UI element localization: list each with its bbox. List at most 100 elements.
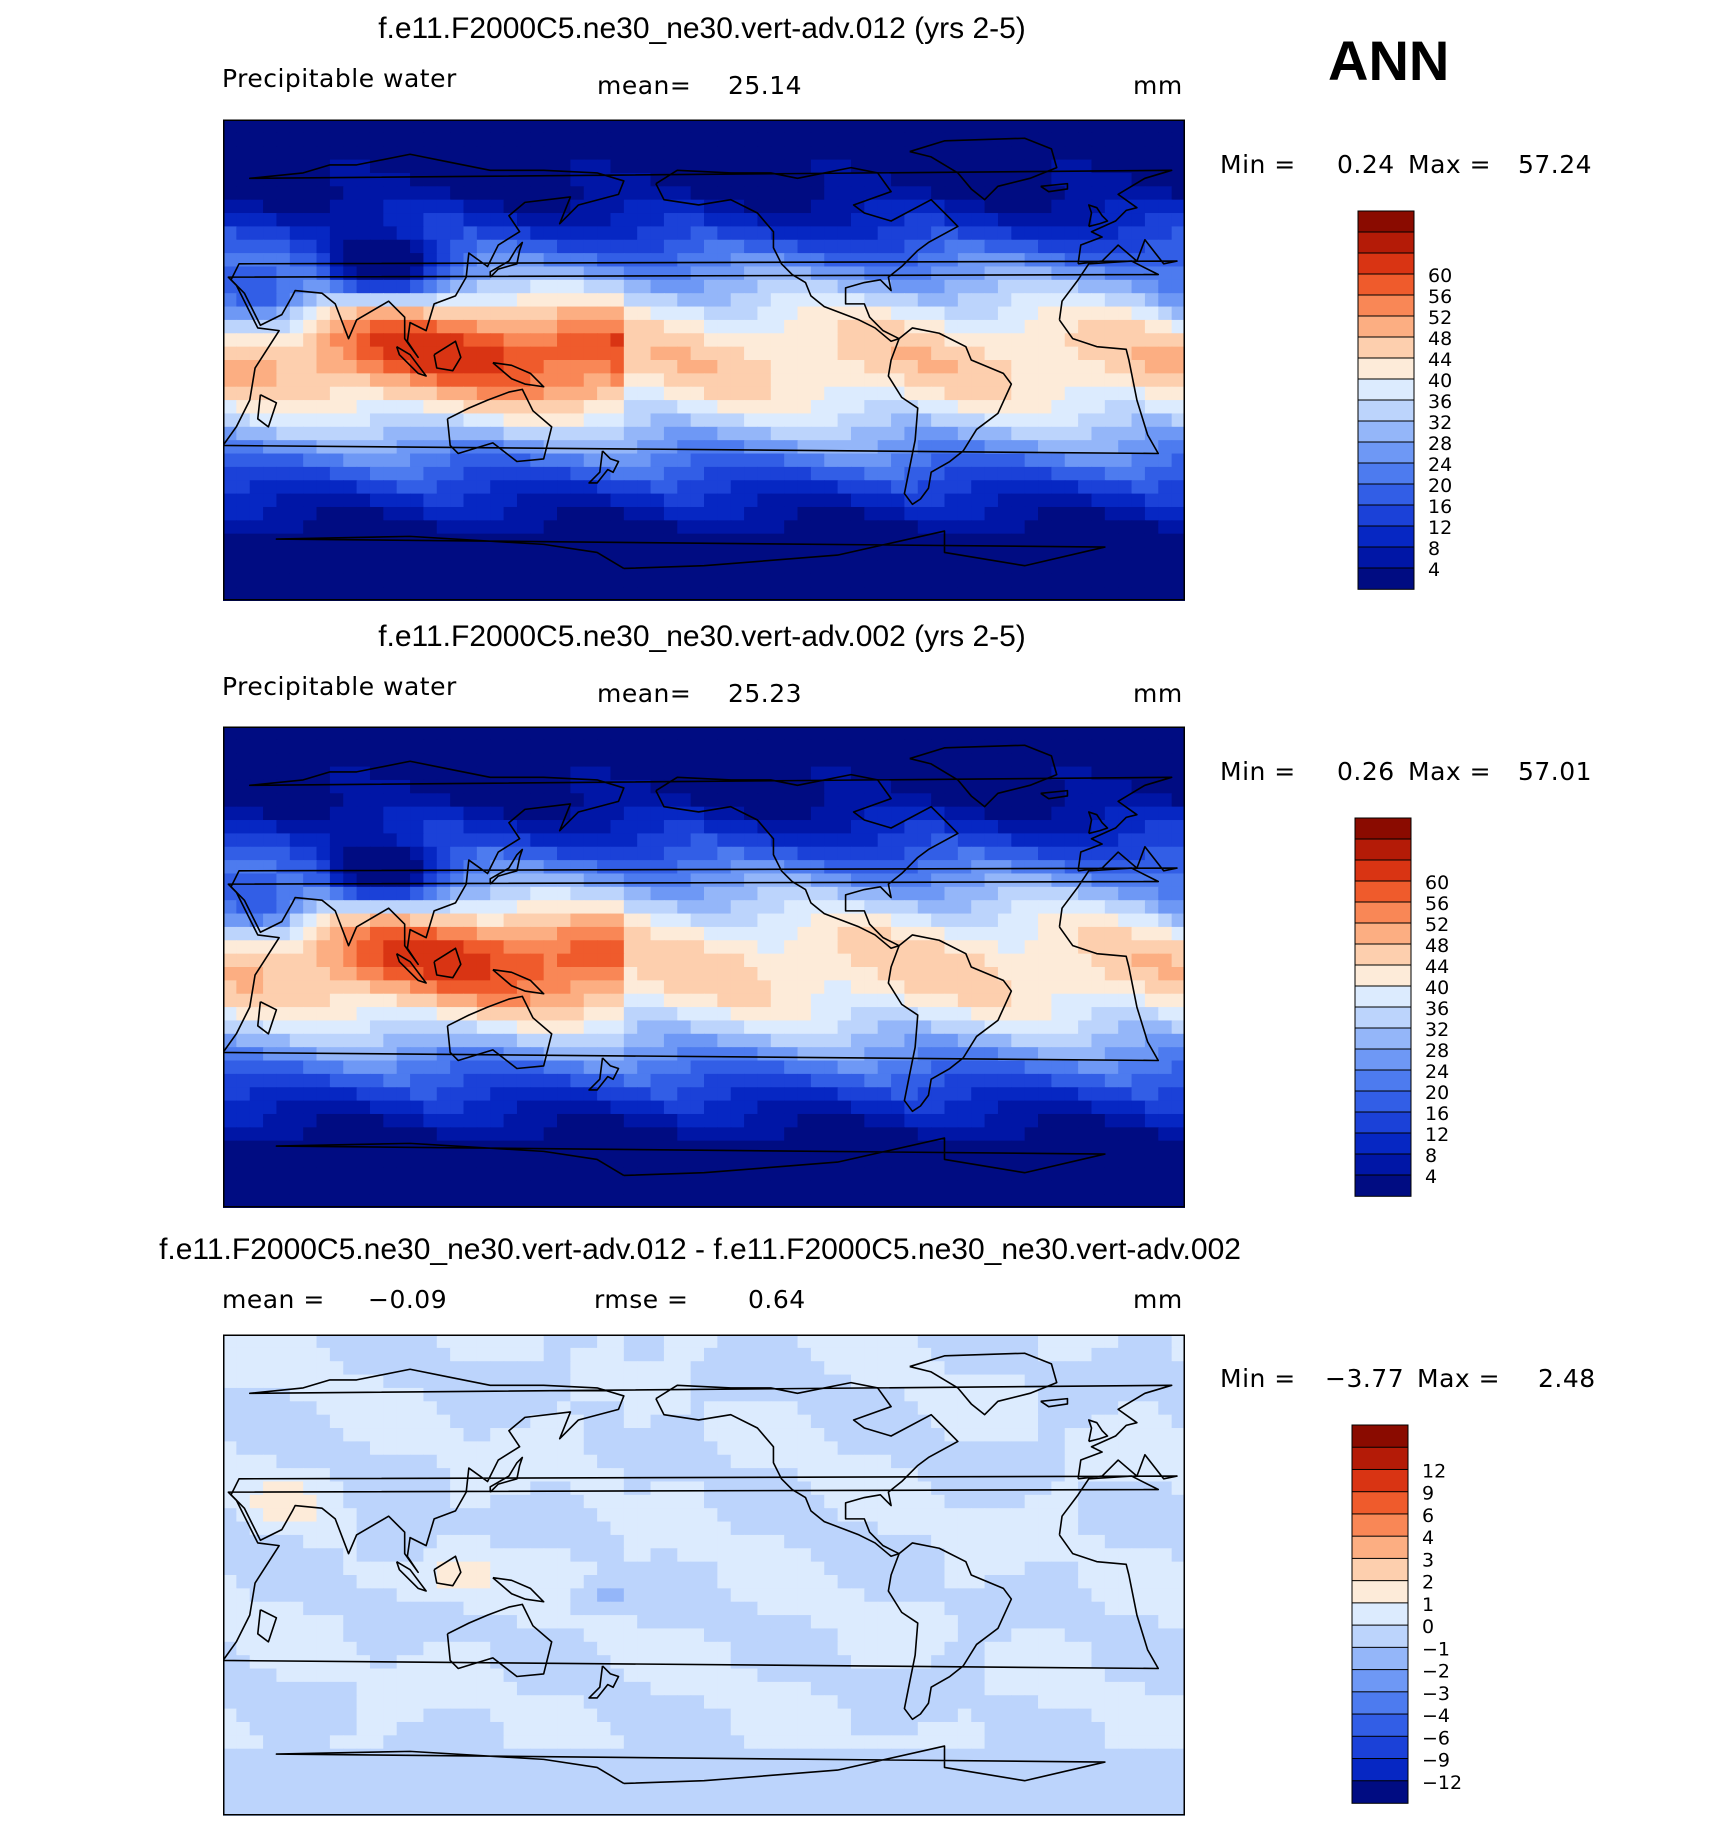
field-cell xyxy=(383,1154,398,1169)
field-cell xyxy=(276,373,291,388)
field-cell xyxy=(583,873,598,888)
field-cell xyxy=(1011,480,1026,495)
field-cell xyxy=(864,846,879,861)
field-cell xyxy=(236,493,251,508)
field-cell xyxy=(784,480,799,495)
field-cell xyxy=(1104,873,1119,888)
field-cell xyxy=(476,900,491,915)
field-cell xyxy=(249,766,264,781)
field-cell xyxy=(410,159,425,174)
field-cell xyxy=(1011,453,1026,468)
field-cell xyxy=(1011,1127,1026,1142)
field-cell xyxy=(289,346,304,361)
field-cell xyxy=(784,1100,799,1115)
field-cell xyxy=(1171,993,1185,1008)
field-cell xyxy=(957,980,972,995)
field-cell xyxy=(677,1113,692,1128)
field-cell xyxy=(356,172,371,187)
field-cell xyxy=(971,226,986,241)
field-cell xyxy=(1104,1113,1119,1128)
field-cell xyxy=(650,993,665,1008)
field-cell xyxy=(597,753,612,768)
field-cell xyxy=(690,493,705,508)
field-cell xyxy=(931,926,946,941)
field-cell xyxy=(797,333,812,348)
field-cell xyxy=(236,806,251,821)
field-cell xyxy=(637,1033,652,1048)
field-cell xyxy=(770,319,785,334)
field-cell xyxy=(650,953,665,968)
field-cell xyxy=(730,779,745,794)
field-cell xyxy=(1131,466,1146,481)
field-cell xyxy=(1051,400,1066,415)
field-cell xyxy=(663,820,678,834)
field-cell xyxy=(316,480,331,495)
field-cell xyxy=(877,953,892,968)
field-cell xyxy=(770,279,785,294)
field-cell xyxy=(530,1100,545,1115)
field-cell xyxy=(383,980,398,995)
field-cell xyxy=(730,1127,745,1142)
field-cell xyxy=(997,213,1012,227)
field-cell xyxy=(276,266,291,281)
field-cell xyxy=(1131,766,1146,781)
field-cell xyxy=(650,186,665,201)
field-cell xyxy=(690,239,705,254)
field-cell xyxy=(824,573,839,588)
field-cell xyxy=(837,573,852,588)
field-cell xyxy=(757,279,772,294)
field-cell xyxy=(597,547,612,562)
field-cell xyxy=(663,1087,678,1102)
field-cell xyxy=(503,846,518,861)
field-cell xyxy=(770,213,785,227)
field-cell xyxy=(516,199,531,214)
field-cell xyxy=(637,846,652,861)
field-cell xyxy=(663,319,678,334)
colorbar-box xyxy=(1357,567,1415,590)
field-cell xyxy=(450,886,465,901)
field-cell xyxy=(757,1127,772,1142)
field-cell xyxy=(249,967,264,981)
field-cell xyxy=(343,980,358,995)
field-cell xyxy=(1091,239,1106,254)
field-cell xyxy=(810,587,825,601)
field-cell xyxy=(637,1060,652,1075)
field-cell xyxy=(223,1140,237,1155)
field-cell xyxy=(236,480,251,495)
field-cell xyxy=(1011,293,1026,308)
field-cell xyxy=(570,373,585,388)
field-cell xyxy=(1024,967,1039,981)
field-cell xyxy=(543,520,558,535)
field-cell xyxy=(704,739,718,754)
field-cell xyxy=(516,779,531,794)
field-cell xyxy=(997,226,1012,241)
field-cell xyxy=(797,980,812,995)
field-cell xyxy=(997,766,1012,781)
field-cell xyxy=(530,1087,545,1102)
field-cell xyxy=(476,279,491,294)
field-cell xyxy=(1158,186,1173,201)
field-cell xyxy=(810,753,825,768)
field-cell xyxy=(1064,293,1079,308)
field-cell xyxy=(356,386,371,401)
field-cell xyxy=(810,1020,825,1035)
field-cell xyxy=(423,1100,438,1115)
field-cell xyxy=(944,520,959,535)
field-cell xyxy=(864,806,879,821)
field-cell xyxy=(503,239,518,254)
colorbar-tick-label: 20 xyxy=(1428,475,1452,497)
field-cell xyxy=(677,533,692,548)
field-cell xyxy=(236,726,251,741)
field-cell xyxy=(303,739,318,754)
field-cell xyxy=(997,266,1012,281)
field-cell xyxy=(824,132,839,147)
field-cell xyxy=(1024,226,1039,241)
panel1-mean-value: 25.14 xyxy=(728,71,803,100)
field-cell xyxy=(744,506,759,521)
field-cell xyxy=(1038,1127,1052,1142)
field-cell xyxy=(663,766,678,781)
field-cell xyxy=(650,1127,665,1142)
field-cell xyxy=(744,346,759,361)
field-cell xyxy=(637,793,652,808)
field-cell xyxy=(1171,319,1185,334)
